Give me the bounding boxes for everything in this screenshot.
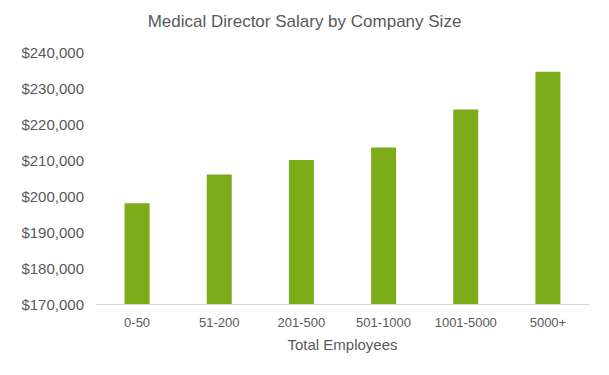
svg-text:$220,000: $220,000 — [21, 116, 84, 133]
svg-text:$230,000: $230,000 — [21, 80, 84, 97]
svg-text:Medical Director Salary by Com: Medical Director Salary by Company Size — [148, 12, 462, 31]
svg-text:1001-5000: 1001-5000 — [435, 315, 497, 330]
svg-text:$180,000: $180,000 — [21, 260, 84, 277]
svg-text:$210,000: $210,000 — [21, 152, 84, 169]
svg-text:Total Employees: Total Employees — [287, 336, 397, 353]
svg-text:5000+: 5000+ — [530, 315, 567, 330]
svg-text:201-500: 201-500 — [278, 315, 326, 330]
svg-text:$240,000: $240,000 — [21, 44, 84, 61]
svg-text:$200,000: $200,000 — [21, 188, 84, 205]
svg-text:$170,000: $170,000 — [21, 296, 84, 313]
svg-text:51-200: 51-200 — [199, 315, 239, 330]
svg-text:$190,000: $190,000 — [21, 224, 84, 241]
svg-text:0-50: 0-50 — [124, 315, 150, 330]
svg-text:501-1000: 501-1000 — [356, 315, 411, 330]
